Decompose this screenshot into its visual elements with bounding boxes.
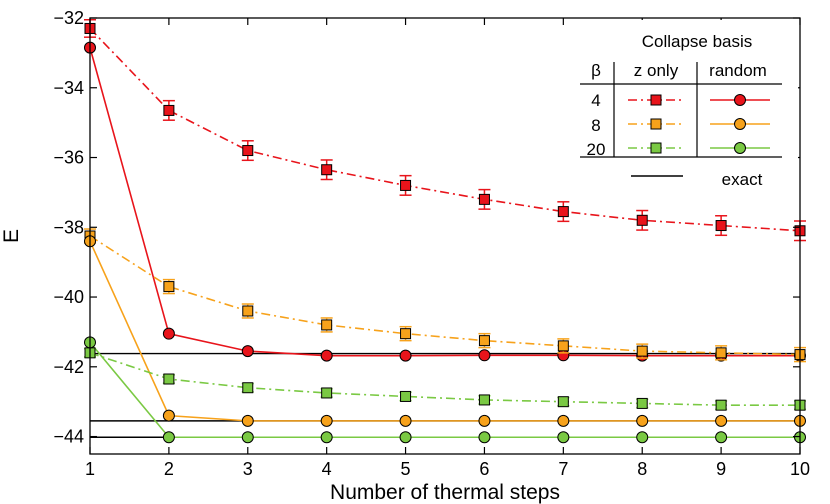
point-beta-8-z-only	[715, 347, 727, 359]
point-beta-20-z-only	[557, 396, 569, 408]
point-beta-4-z-only	[163, 104, 175, 116]
point-beta-4-z-only	[242, 145, 254, 157]
point-beta-8-z-only	[163, 281, 175, 293]
point-beta-8-random	[241, 414, 254, 427]
point-beta-8-z-only	[557, 340, 569, 352]
series-line-beta-4-random	[89, 47, 800, 357]
point-beta-20-random	[636, 431, 649, 444]
legend-beta-20: 20	[587, 140, 606, 159]
point-beta-20-random	[557, 431, 570, 444]
point-beta-20-random	[478, 431, 491, 444]
point-beta-20-random	[399, 431, 412, 444]
point-beta-4-z-only	[636, 214, 648, 226]
plot-frame	[89, 17, 801, 455]
legend-sample-marker-beta-4-z-only	[650, 94, 662, 106]
series-markers	[84, 18, 806, 444]
point-beta-20-z-only	[242, 382, 254, 394]
x-tick-label: 8	[637, 459, 647, 479]
x-tick-label: 2	[164, 459, 174, 479]
point-beta-20-z-only	[715, 399, 727, 411]
point-beta-8-z-only	[400, 328, 412, 340]
y-tick-label: −38	[53, 217, 84, 237]
series-line-beta-4-z-only	[89, 27, 801, 232]
point-beta-8-z-only	[478, 335, 490, 347]
legend-sample-marker-beta-4-random	[734, 94, 746, 106]
legend-title: Collapse basis	[642, 32, 753, 51]
legend-box	[566, 20, 798, 194]
legend-sample-marker-beta-8-random	[734, 118, 746, 130]
series-line-beta-20-random	[89, 341, 800, 439]
x-tick-label: 3	[243, 459, 253, 479]
point-beta-4-z-only	[557, 206, 569, 218]
point-beta-4-random	[320, 349, 333, 362]
series-line-beta-8-z-only	[89, 235, 801, 356]
point-beta-4-random	[478, 349, 491, 362]
x-axis-title: Number of thermal steps	[330, 481, 560, 504]
point-beta-4-z-only	[478, 193, 490, 205]
point-beta-8-random	[320, 414, 333, 427]
series-lines	[89, 27, 801, 439]
series-line-beta-20-z-only	[89, 352, 800, 406]
legend-beta-4: 4	[591, 91, 600, 110]
point-beta-4-random	[241, 345, 254, 358]
point-beta-20-z-only	[636, 397, 648, 409]
x-tick-label: 1	[85, 459, 95, 479]
point-beta-8-random	[162, 409, 175, 422]
axis-ticks: 1 2 3 4 5 6 7 8 9 10 −32 −34 −36 −38 −40 −42 −44	[53, 8, 810, 479]
series-line-beta-8-random	[89, 240, 800, 422]
exact-lines	[90, 352, 800, 438]
point-beta-20-z-only	[321, 387, 333, 399]
point-beta-20-random	[162, 431, 175, 444]
point-beta-8-random	[399, 414, 412, 427]
point-beta-8-random	[636, 414, 649, 427]
legend-exact-label: exact	[722, 170, 763, 189]
point-beta-20-random	[241, 431, 254, 444]
x-tick-label: 4	[322, 459, 332, 479]
y-tick-label: −32	[53, 8, 84, 28]
point-beta-8-random	[557, 414, 570, 427]
x-tick-label: 10	[790, 459, 810, 479]
x-tick-label: 6	[479, 459, 489, 479]
legend-sample-marker-beta-20-random	[734, 142, 746, 154]
point-beta-8-z-only	[242, 305, 254, 317]
point-beta-4-z-only	[321, 164, 333, 176]
point-beta-4-random	[162, 327, 175, 340]
point-beta-20-z-only	[163, 373, 175, 385]
legend-beta-8: 8	[591, 116, 600, 135]
y-tick-label: −34	[53, 78, 84, 98]
point-beta-8-z-only	[321, 319, 333, 331]
y-axis-title: E	[0, 229, 23, 243]
y-tick-label: −36	[53, 148, 84, 168]
point-beta-8-random	[715, 414, 728, 427]
legend-col-z-only: z only	[634, 61, 679, 80]
y-tick-label: −40	[53, 287, 84, 307]
legend-samples	[628, 94, 770, 154]
x-tick-label: 9	[716, 459, 726, 479]
point-beta-20-z-only	[400, 390, 412, 402]
point-beta-4-random	[399, 349, 412, 362]
point-beta-4-z-only	[400, 179, 412, 191]
legend-col-random: random	[709, 61, 767, 80]
y-tick-label: −42	[53, 357, 84, 377]
point-beta-20-random	[320, 431, 333, 444]
legend-sample-marker-beta-8-z-only	[650, 118, 662, 130]
legend: Collapse basis β z only random 4 8 20 ex…	[566, 20, 798, 194]
point-beta-20-random	[715, 431, 728, 444]
legend-sample-marker-beta-20-z-only	[650, 142, 662, 154]
point-beta-20-z-only	[478, 394, 490, 406]
point-beta-8-random	[478, 414, 491, 427]
x-tick-label: 7	[558, 459, 568, 479]
point-beta-8-z-only	[636, 345, 648, 357]
legend-beta-header: β	[591, 61, 601, 80]
point-beta-4-z-only	[715, 220, 727, 232]
x-tick-label: 5	[401, 459, 411, 479]
y-tick-label: −44	[53, 427, 84, 447]
